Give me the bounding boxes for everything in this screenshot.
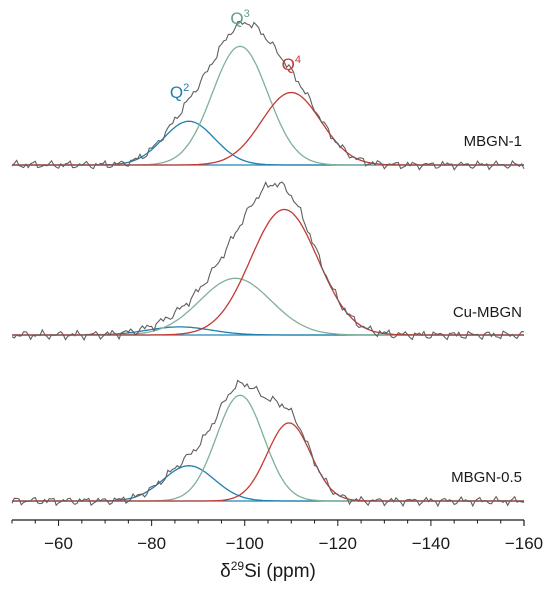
sample-label: Cu-MBGN bbox=[453, 304, 522, 321]
x-tick-label: −100 bbox=[226, 534, 264, 553]
peak-label-q2: Q2 bbox=[170, 82, 189, 102]
q2-component-curve bbox=[12, 326, 524, 336]
spectrum-panel-1: MBGN-1 bbox=[11, 20, 525, 171]
q2-component-curve bbox=[12, 465, 524, 502]
peak-labels: Q2 Q3 Q4 bbox=[170, 8, 301, 102]
x-tick-label: −160 bbox=[505, 534, 543, 553]
x-tick-label: −80 bbox=[137, 534, 166, 553]
spectra-panels: MBGN-1 Cu-MBGN MBGN-0.5 bbox=[11, 20, 525, 508]
q2-component-curve bbox=[12, 120, 524, 166]
sample-label: MBGN-0.5 bbox=[451, 469, 522, 486]
peak-label-q3: Q3 bbox=[230, 8, 249, 28]
x-tick-label: −140 bbox=[412, 534, 450, 553]
q3-component-curve bbox=[12, 45, 524, 166]
spectrum-panel-3: MBGN-0.5 bbox=[11, 379, 525, 508]
measured-spectrum-curve bbox=[11, 379, 525, 508]
x-axis-ticks: −60 −80 −100 −120 −140 −160 bbox=[11, 520, 543, 553]
q3-component-curve bbox=[12, 394, 524, 502]
q4-component-curve bbox=[12, 422, 524, 502]
sample-label: MBGN-1 bbox=[464, 133, 522, 150]
q3-component-curve bbox=[12, 277, 524, 336]
spectrum-panel-2: Cu-MBGN bbox=[11, 181, 525, 342]
q4-component-curve bbox=[12, 208, 524, 336]
measured-spectrum-curve bbox=[11, 20, 525, 171]
x-axis-label: δ29Si (ppm) bbox=[220, 559, 316, 582]
x-tick-label: −120 bbox=[319, 534, 357, 553]
measured-spectrum-curve bbox=[11, 181, 525, 342]
q4-component-curve bbox=[12, 91, 524, 166]
x-tick-label: −60 bbox=[44, 534, 73, 553]
peak-label-q4: Q4 bbox=[282, 54, 301, 74]
